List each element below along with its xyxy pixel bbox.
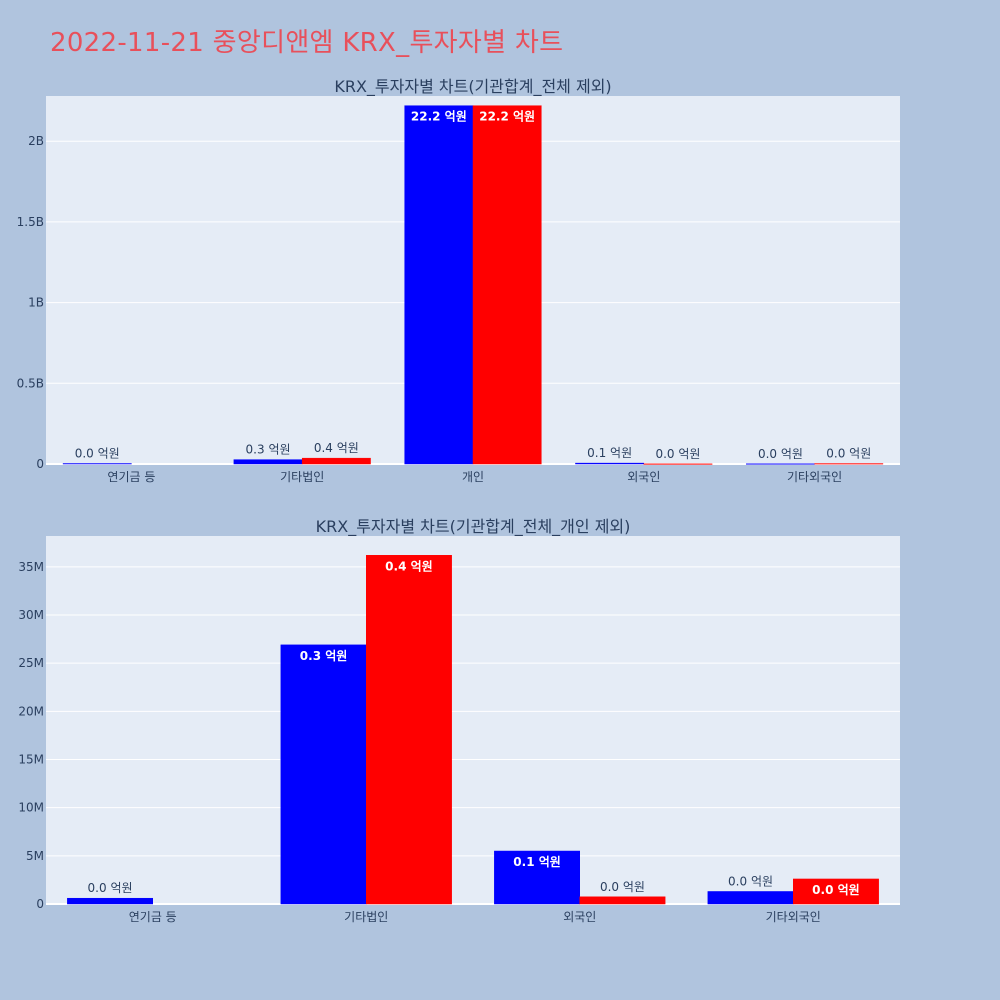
bar-data-label: 0.0 억원 xyxy=(812,883,860,897)
bar-data-label: 0.0 억원 xyxy=(758,447,803,461)
bar xyxy=(472,105,542,465)
plot-area xyxy=(46,536,900,904)
x-tick-label: 외국인 xyxy=(563,910,596,924)
y-tick-label: 0 xyxy=(36,457,44,471)
bar xyxy=(494,850,581,905)
bar-data-label: 0.0 억원 xyxy=(655,447,700,461)
y-tick-label: 20M xyxy=(18,704,44,718)
y-tick-label: 5M xyxy=(26,849,44,863)
x-tick-label: 기타법인 xyxy=(280,470,324,484)
page-title: 2022-11-21 중앙디앤엠 KRX_투자자별 차트 xyxy=(50,28,564,58)
bar xyxy=(366,555,452,905)
y-tick-label: 1.5B xyxy=(17,215,44,229)
chart-top: KRX_투자자별 차트(기관합계_전체 제외) 0 0.5B 1B 1.5B 2B 0.0 … xyxy=(17,77,900,484)
bar-data-label: 0.4 억원 xyxy=(314,441,359,455)
bar-data-label: 0.3 억원 xyxy=(300,649,348,663)
bar xyxy=(793,878,879,905)
y-tick-label: 1B xyxy=(28,296,44,310)
x-tick-label: 기타법인 xyxy=(344,910,388,924)
bar-data-label: 0.4 억원 xyxy=(385,559,433,573)
bar xyxy=(280,644,367,905)
bar-data-label: 0.0 억원 xyxy=(75,447,120,461)
y-tick-label: 35M xyxy=(18,560,44,574)
bar xyxy=(579,896,666,905)
y-tick-label: 0.5B xyxy=(17,376,44,390)
bar-data-label: 0.0 억원 xyxy=(600,880,645,894)
bar xyxy=(67,897,153,905)
bar xyxy=(643,463,713,465)
chart-bottom: KRX_투자자별 차트(기관합계_전체_개인 제외) 0 5M 10M 15M 20M 25… xyxy=(18,517,900,924)
bar xyxy=(233,459,303,465)
chart-title: KRX_투자자별 차트(기관합계_전체_개인 제외) xyxy=(316,517,631,537)
x-tick-label: 연기금 등 xyxy=(129,910,177,924)
bar-data-label: 0.0 억원 xyxy=(88,881,133,895)
bar xyxy=(575,462,645,465)
y-tick-label: 0 xyxy=(36,897,44,911)
x-tick-label: 기타외국인 xyxy=(766,910,821,924)
bar-data-label: 0.0 억원 xyxy=(728,874,773,888)
bar xyxy=(707,891,794,905)
bar-data-label: 22.2 억원 xyxy=(479,110,535,124)
bar xyxy=(301,457,371,465)
chart-title: KRX_투자자별 차트(기관합계_전체 제외) xyxy=(334,77,611,97)
bar-data-label: 0.1 억원 xyxy=(513,855,561,869)
bar-data-label: 0.1 억원 xyxy=(587,446,632,460)
x-tick-label: 연기금 등 xyxy=(107,470,155,484)
y-tick-label: 2B xyxy=(28,134,44,148)
y-tick-label: 10M xyxy=(18,801,44,815)
y-tick-label: 30M xyxy=(18,608,44,622)
bar xyxy=(404,105,474,465)
bar-data-label: 0.3 억원 xyxy=(246,443,291,457)
x-tick-label: 개인 xyxy=(462,470,484,484)
bar xyxy=(746,463,815,465)
x-tick-label: 외국인 xyxy=(627,470,660,484)
y-tick-label: 15M xyxy=(18,752,44,766)
bar-data-label: 0.0 억원 xyxy=(826,447,871,461)
bar xyxy=(814,463,884,465)
x-tick-label: 기타외국인 xyxy=(787,470,842,484)
y-tick-label: 25M xyxy=(18,656,44,670)
bar-data-label: 22.2 억원 xyxy=(411,110,467,124)
bar xyxy=(62,463,132,465)
